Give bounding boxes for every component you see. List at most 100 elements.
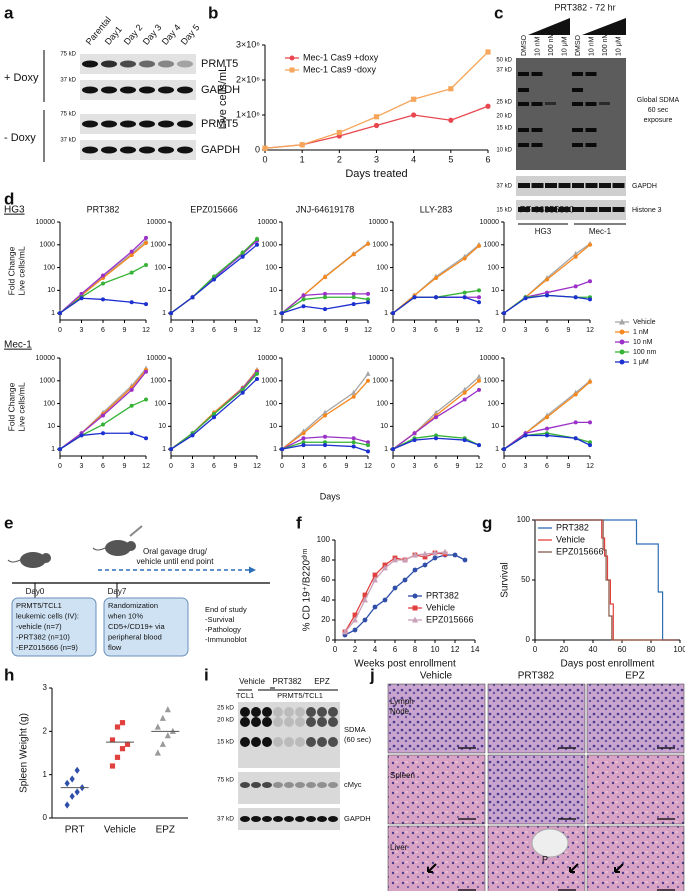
marker: [588, 297, 592, 302]
band: [120, 86, 136, 94]
y-axis-label: Survival: [500, 562, 511, 598]
marker: [619, 339, 625, 345]
marker: [351, 389, 357, 395]
mw-marker: 37 kD: [496, 184, 512, 190]
y-tick-label: 2: [43, 726, 48, 735]
info-box: [11, 597, 97, 657]
x-tick-label: 80: [647, 645, 656, 654]
box-text: PRMT5/TCL1: [16, 601, 62, 610]
x-tick-label: 12: [253, 327, 261, 334]
band: [317, 816, 327, 822]
marker: [434, 275, 438, 280]
marker: [373, 114, 380, 120]
marker: [432, 549, 438, 556]
cell-label: Mec-1: [589, 227, 612, 236]
x-tick-label: 6: [434, 327, 438, 334]
band: [295, 816, 305, 822]
y-tick-label: 100: [43, 264, 55, 271]
marker: [255, 376, 259, 381]
band: [531, 72, 543, 76]
marker: [255, 236, 259, 241]
band: [273, 707, 283, 717]
box-text: Randomization: [108, 601, 158, 610]
lane-label: DMSO: [521, 34, 528, 56]
marker: [573, 420, 578, 425]
marker: [212, 415, 216, 420]
band: [284, 707, 294, 717]
blot: [238, 772, 340, 804]
mouse-tail: [7, 559, 21, 563]
x-tick-label: 9: [123, 463, 127, 470]
y-tick-label: 1: [273, 446, 277, 453]
band: [572, 183, 584, 188]
marker: [523, 296, 528, 301]
marker: [432, 555, 438, 561]
marker: [588, 420, 592, 425]
y-tick-label: 100: [154, 400, 166, 407]
box-text: -Survival: [205, 615, 235, 624]
marker: [301, 436, 306, 441]
marker: [101, 297, 105, 302]
histology-image: [387, 825, 486, 891]
marker: [301, 297, 306, 302]
title: PRT382 - 72 hr: [554, 2, 615, 12]
box-text: -Pathology: [205, 625, 241, 634]
x-tick-label: 3: [413, 463, 417, 470]
x-tick-label: 9: [567, 327, 571, 334]
marker: [323, 291, 327, 296]
wedge: [528, 18, 570, 35]
x-tick-label: 12: [364, 463, 372, 470]
band: [585, 183, 598, 188]
y-tick-label: 1000: [39, 242, 55, 249]
marker: [502, 311, 506, 316]
marker: [545, 415, 549, 420]
band: [101, 86, 117, 94]
marker: [351, 444, 356, 449]
mouse-tail: [92, 547, 106, 551]
x-tick-label: 6: [323, 463, 327, 470]
band-label: PRMT5: [201, 58, 238, 70]
mouse-icon: [126, 541, 136, 551]
band: [558, 207, 571, 212]
marker: [573, 295, 578, 300]
marker: [412, 567, 418, 573]
y-tick-label: 10000: [258, 219, 278, 226]
x-tick-label: 3: [191, 327, 195, 334]
marker: [352, 627, 358, 633]
y-tick-label: 100: [43, 400, 55, 407]
marker: [109, 737, 116, 743]
mw-marker: 15 kD: [217, 739, 234, 746]
y-tick-label: 10000: [147, 219, 167, 226]
legend-label: Vehicle: [633, 319, 656, 326]
band: [101, 146, 117, 154]
group-label: Vehicle: [239, 677, 265, 686]
y-tick-label: 10000: [258, 355, 278, 362]
marker: [352, 616, 358, 623]
marker: [144, 436, 148, 441]
y-tick-label: 10: [47, 423, 55, 430]
x-tick-label: 3: [524, 327, 528, 334]
marker: [164, 732, 171, 739]
band: [585, 143, 597, 147]
x-tick-label: 40: [589, 645, 598, 654]
band: [240, 707, 250, 717]
band: [262, 782, 272, 788]
band: [306, 717, 316, 727]
band: [599, 183, 611, 188]
marker: [588, 443, 592, 448]
marker: [391, 311, 395, 316]
marker: [452, 552, 458, 558]
marker: [433, 409, 439, 415]
y-tick-label: 10000: [480, 219, 500, 226]
marker: [619, 349, 625, 355]
y-tick-label: 1: [384, 446, 388, 453]
y-tick-label: 10: [380, 423, 388, 430]
marker: [366, 291, 370, 296]
x-tick-label: 0: [502, 327, 506, 334]
marker: [372, 572, 378, 578]
marker: [323, 443, 327, 448]
band: [317, 782, 327, 788]
x-tick-label: Vehicle: [104, 825, 137, 836]
info-box: [103, 597, 189, 657]
band: [295, 737, 305, 747]
